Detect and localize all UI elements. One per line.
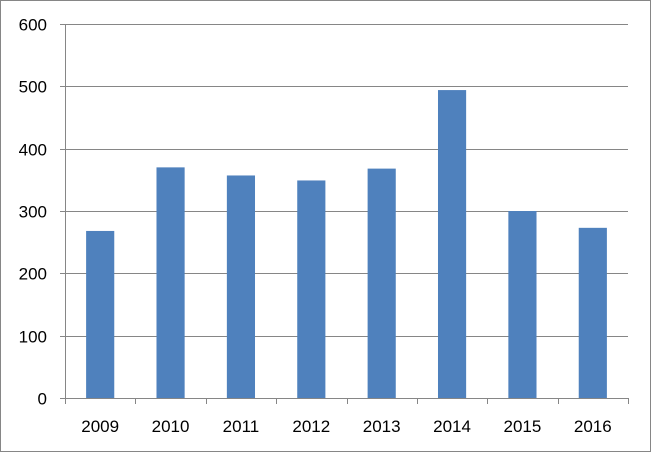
x-tick-label: 2015: [504, 417, 542, 436]
x-tick-label: 2009: [81, 417, 119, 436]
y-tick-label: 300: [19, 203, 47, 222]
bar-2010: [156, 167, 185, 398]
x-tick-label: 2016: [574, 417, 612, 436]
bar-2012: [297, 180, 326, 398]
bar-2013: [367, 168, 396, 398]
bar-2016: [578, 227, 607, 398]
y-tick-label: 500: [19, 78, 47, 97]
bar-2015: [508, 211, 537, 398]
gridlines: [65, 24, 628, 337]
bar-2009: [86, 230, 115, 398]
bar-2011: [226, 175, 256, 398]
x-tick-label: 2010: [152, 417, 190, 436]
y-tick-label: 200: [19, 265, 47, 284]
bars: [86, 90, 607, 398]
y-tick-label: 0: [38, 390, 47, 409]
x-tick-labels: 2009 2010 2011 2012 2013 2014 2015 2016: [81, 417, 611, 436]
x-tick-label: 2014: [433, 417, 471, 436]
x-tick-label: 2013: [363, 417, 401, 436]
y-tick-label: 600: [19, 16, 47, 35]
x-tick-label: 2011: [223, 417, 260, 436]
x-tick-label: 2012: [292, 417, 330, 436]
y-tick-labels: 0 100 200 300 400 500 600: [19, 16, 47, 409]
bar-2014: [437, 90, 467, 398]
y-tick-label: 100: [19, 328, 47, 347]
axes: [60, 24, 629, 404]
y-tick-label: 400: [19, 141, 47, 160]
